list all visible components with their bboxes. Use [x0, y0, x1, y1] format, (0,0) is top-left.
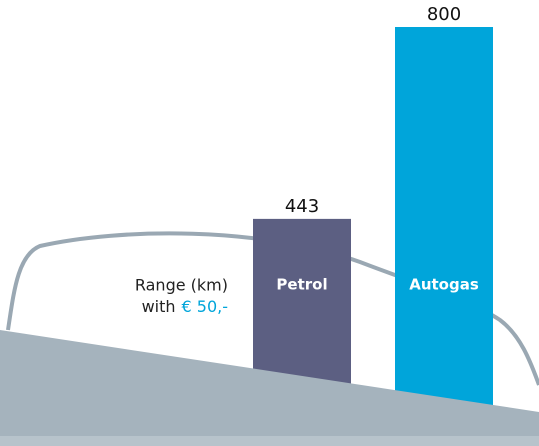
note-prefix: with [142, 297, 176, 316]
category-label: Petrol [276, 276, 327, 294]
note-line2: with € 50,- [142, 297, 228, 316]
category-label: Autogas [409, 276, 479, 294]
ground-strip [0, 436, 539, 446]
bar [395, 27, 493, 446]
note-line1: Range (km) [135, 276, 228, 295]
value-label: 800 [427, 4, 461, 25]
note-highlight: € 50,- [182, 297, 228, 316]
value-label: 443 [285, 196, 319, 217]
page: {"chart_data": {"type": "bar", "categori… [0, 0, 539, 446]
chart: 443 Petrol 800 Autogas Range (km) with € 50,… [0, 0, 539, 446]
